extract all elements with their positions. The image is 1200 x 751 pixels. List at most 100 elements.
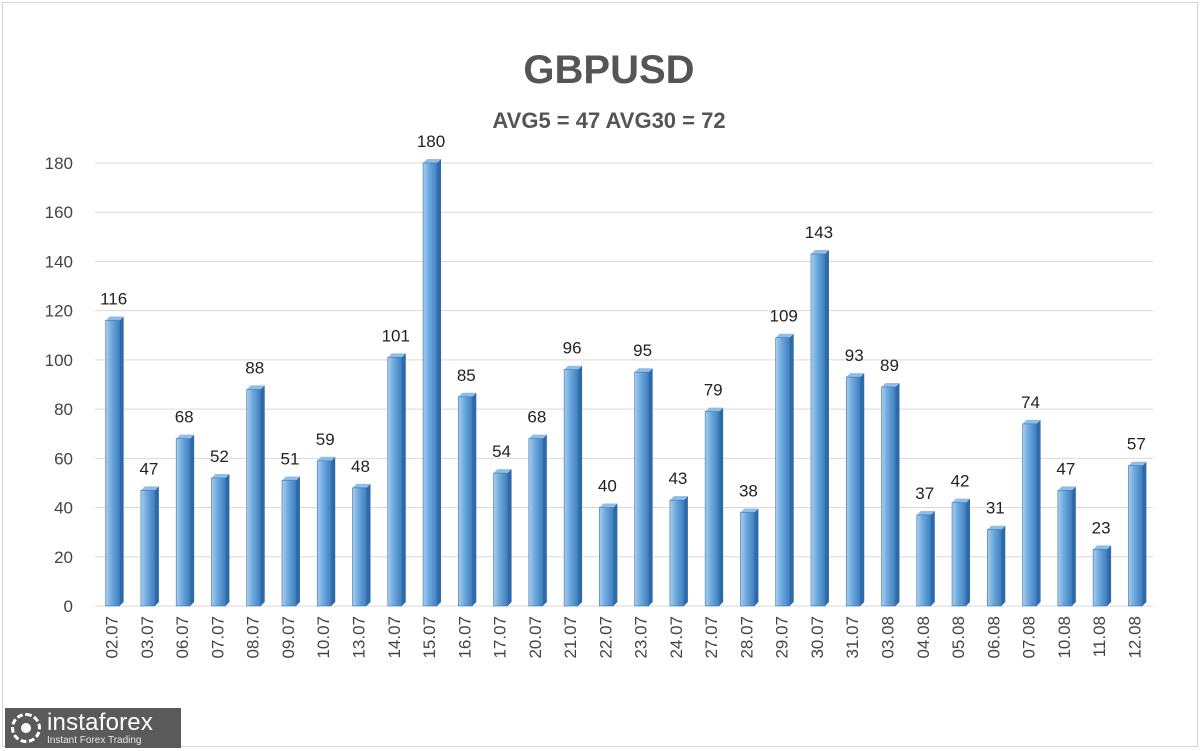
bar-side bbox=[895, 382, 900, 606]
bar bbox=[1092, 545, 1112, 607]
x-tick-label: 07.07 bbox=[208, 616, 227, 659]
data-label: 85 bbox=[457, 366, 476, 385]
bar-front bbox=[352, 487, 367, 607]
bar bbox=[669, 496, 688, 607]
bar-front bbox=[211, 477, 226, 607]
x-tick-label: 21.07 bbox=[561, 616, 580, 659]
bar-side bbox=[225, 474, 230, 606]
y-tick-label: 120 bbox=[45, 302, 73, 321]
chart-subtitle: AVG5 = 47 AVG30 = 72 bbox=[492, 108, 725, 133]
x-tick-label: 02.07 bbox=[103, 616, 122, 659]
bar-side bbox=[260, 385, 265, 606]
bar-front bbox=[563, 369, 579, 607]
data-label: 47 bbox=[139, 459, 158, 478]
data-label: 38 bbox=[739, 481, 758, 500]
bar-side bbox=[507, 469, 512, 606]
bar bbox=[775, 333, 794, 607]
bar bbox=[281, 476, 300, 607]
bar-top bbox=[634, 368, 653, 373]
data-label: 68 bbox=[527, 408, 546, 427]
y-tick-label: 0 bbox=[64, 597, 73, 616]
bar bbox=[246, 385, 265, 607]
bar-top bbox=[740, 508, 759, 513]
data-label: 68 bbox=[175, 408, 194, 427]
bar bbox=[175, 434, 195, 607]
bar-top bbox=[246, 385, 265, 390]
y-tick-label: 20 bbox=[54, 548, 73, 567]
bar bbox=[316, 456, 336, 607]
bar bbox=[1128, 461, 1147, 607]
bar-front bbox=[669, 499, 685, 607]
bar-top bbox=[528, 434, 547, 439]
x-tick-label: 06.07 bbox=[173, 616, 192, 659]
bar-side bbox=[1036, 419, 1041, 606]
bar bbox=[740, 508, 759, 607]
bar bbox=[845, 373, 865, 607]
logo-tagline: Instant Forex Trading bbox=[47, 734, 142, 746]
x-tick-label: 22.07 bbox=[596, 616, 615, 659]
data-label: 42 bbox=[951, 472, 970, 491]
y-tick-label: 60 bbox=[54, 449, 73, 468]
bar bbox=[599, 503, 618, 607]
data-label: 95 bbox=[633, 341, 652, 360]
bar-front bbox=[493, 472, 508, 607]
bar bbox=[387, 353, 406, 607]
bar-top bbox=[1022, 419, 1041, 424]
x-tick-label: 10.08 bbox=[1055, 616, 1074, 659]
bar bbox=[563, 365, 583, 607]
bar bbox=[493, 469, 512, 607]
bar-top bbox=[810, 250, 829, 255]
bar-side bbox=[683, 496, 688, 606]
bar bbox=[352, 483, 371, 607]
bar-top bbox=[1057, 486, 1076, 491]
y-axis: 0 20 40 60 80 100 120 140 160 180 bbox=[45, 154, 73, 616]
data-label: 43 bbox=[668, 469, 687, 488]
data-labels: 116 47 68 52 88 51 59 48 101 180 85 54 68 96 40 95 43 79 3… bbox=[100, 132, 1146, 537]
x-tick-label: 06.08 bbox=[984, 616, 1003, 659]
bar-front bbox=[810, 253, 826, 607]
bar-top bbox=[775, 333, 794, 338]
bar-side bbox=[824, 250, 829, 607]
x-tick-label: 13.07 bbox=[350, 616, 369, 659]
bar-top bbox=[352, 483, 371, 488]
bar-front bbox=[775, 337, 791, 607]
x-tick-label: 23.07 bbox=[632, 616, 651, 659]
bar-top bbox=[140, 486, 159, 491]
bar bbox=[810, 250, 829, 607]
bar-top bbox=[281, 476, 300, 481]
bar-top bbox=[211, 474, 230, 479]
bar-front bbox=[916, 514, 932, 607]
x-tick-label: 07.08 bbox=[1020, 616, 1039, 659]
bar-front bbox=[387, 357, 403, 607]
data-label: 93 bbox=[845, 346, 864, 365]
bar-front bbox=[1022, 423, 1037, 607]
bar bbox=[634, 368, 653, 607]
bar bbox=[881, 382, 900, 607]
data-label: 57 bbox=[1127, 435, 1146, 454]
bar-side bbox=[789, 333, 794, 606]
data-label: 59 bbox=[316, 430, 335, 449]
x-tick-label: 08.07 bbox=[244, 616, 263, 659]
data-label: 79 bbox=[704, 381, 723, 400]
bar-front bbox=[281, 480, 297, 607]
bar-top bbox=[916, 510, 935, 515]
bar-top bbox=[493, 469, 512, 474]
bar-side bbox=[190, 434, 195, 606]
bar-front bbox=[140, 490, 156, 607]
x-tick-label: 27.07 bbox=[702, 616, 721, 659]
bar-front bbox=[951, 502, 967, 607]
data-label: 101 bbox=[382, 326, 410, 345]
bar-top bbox=[387, 353, 406, 358]
bar-side bbox=[437, 159, 442, 606]
bar-front bbox=[634, 371, 649, 607]
bar-front bbox=[986, 529, 1002, 607]
bar-side bbox=[754, 508, 759, 606]
x-tick-label: 03.07 bbox=[138, 616, 157, 659]
bar bbox=[211, 474, 230, 607]
data-label: 143 bbox=[805, 223, 833, 242]
data-label: 37 bbox=[915, 484, 934, 503]
bar-top bbox=[669, 496, 688, 501]
bar-top bbox=[317, 456, 336, 461]
x-tick-label: 30.07 bbox=[808, 616, 827, 659]
data-label: 180 bbox=[417, 132, 445, 151]
